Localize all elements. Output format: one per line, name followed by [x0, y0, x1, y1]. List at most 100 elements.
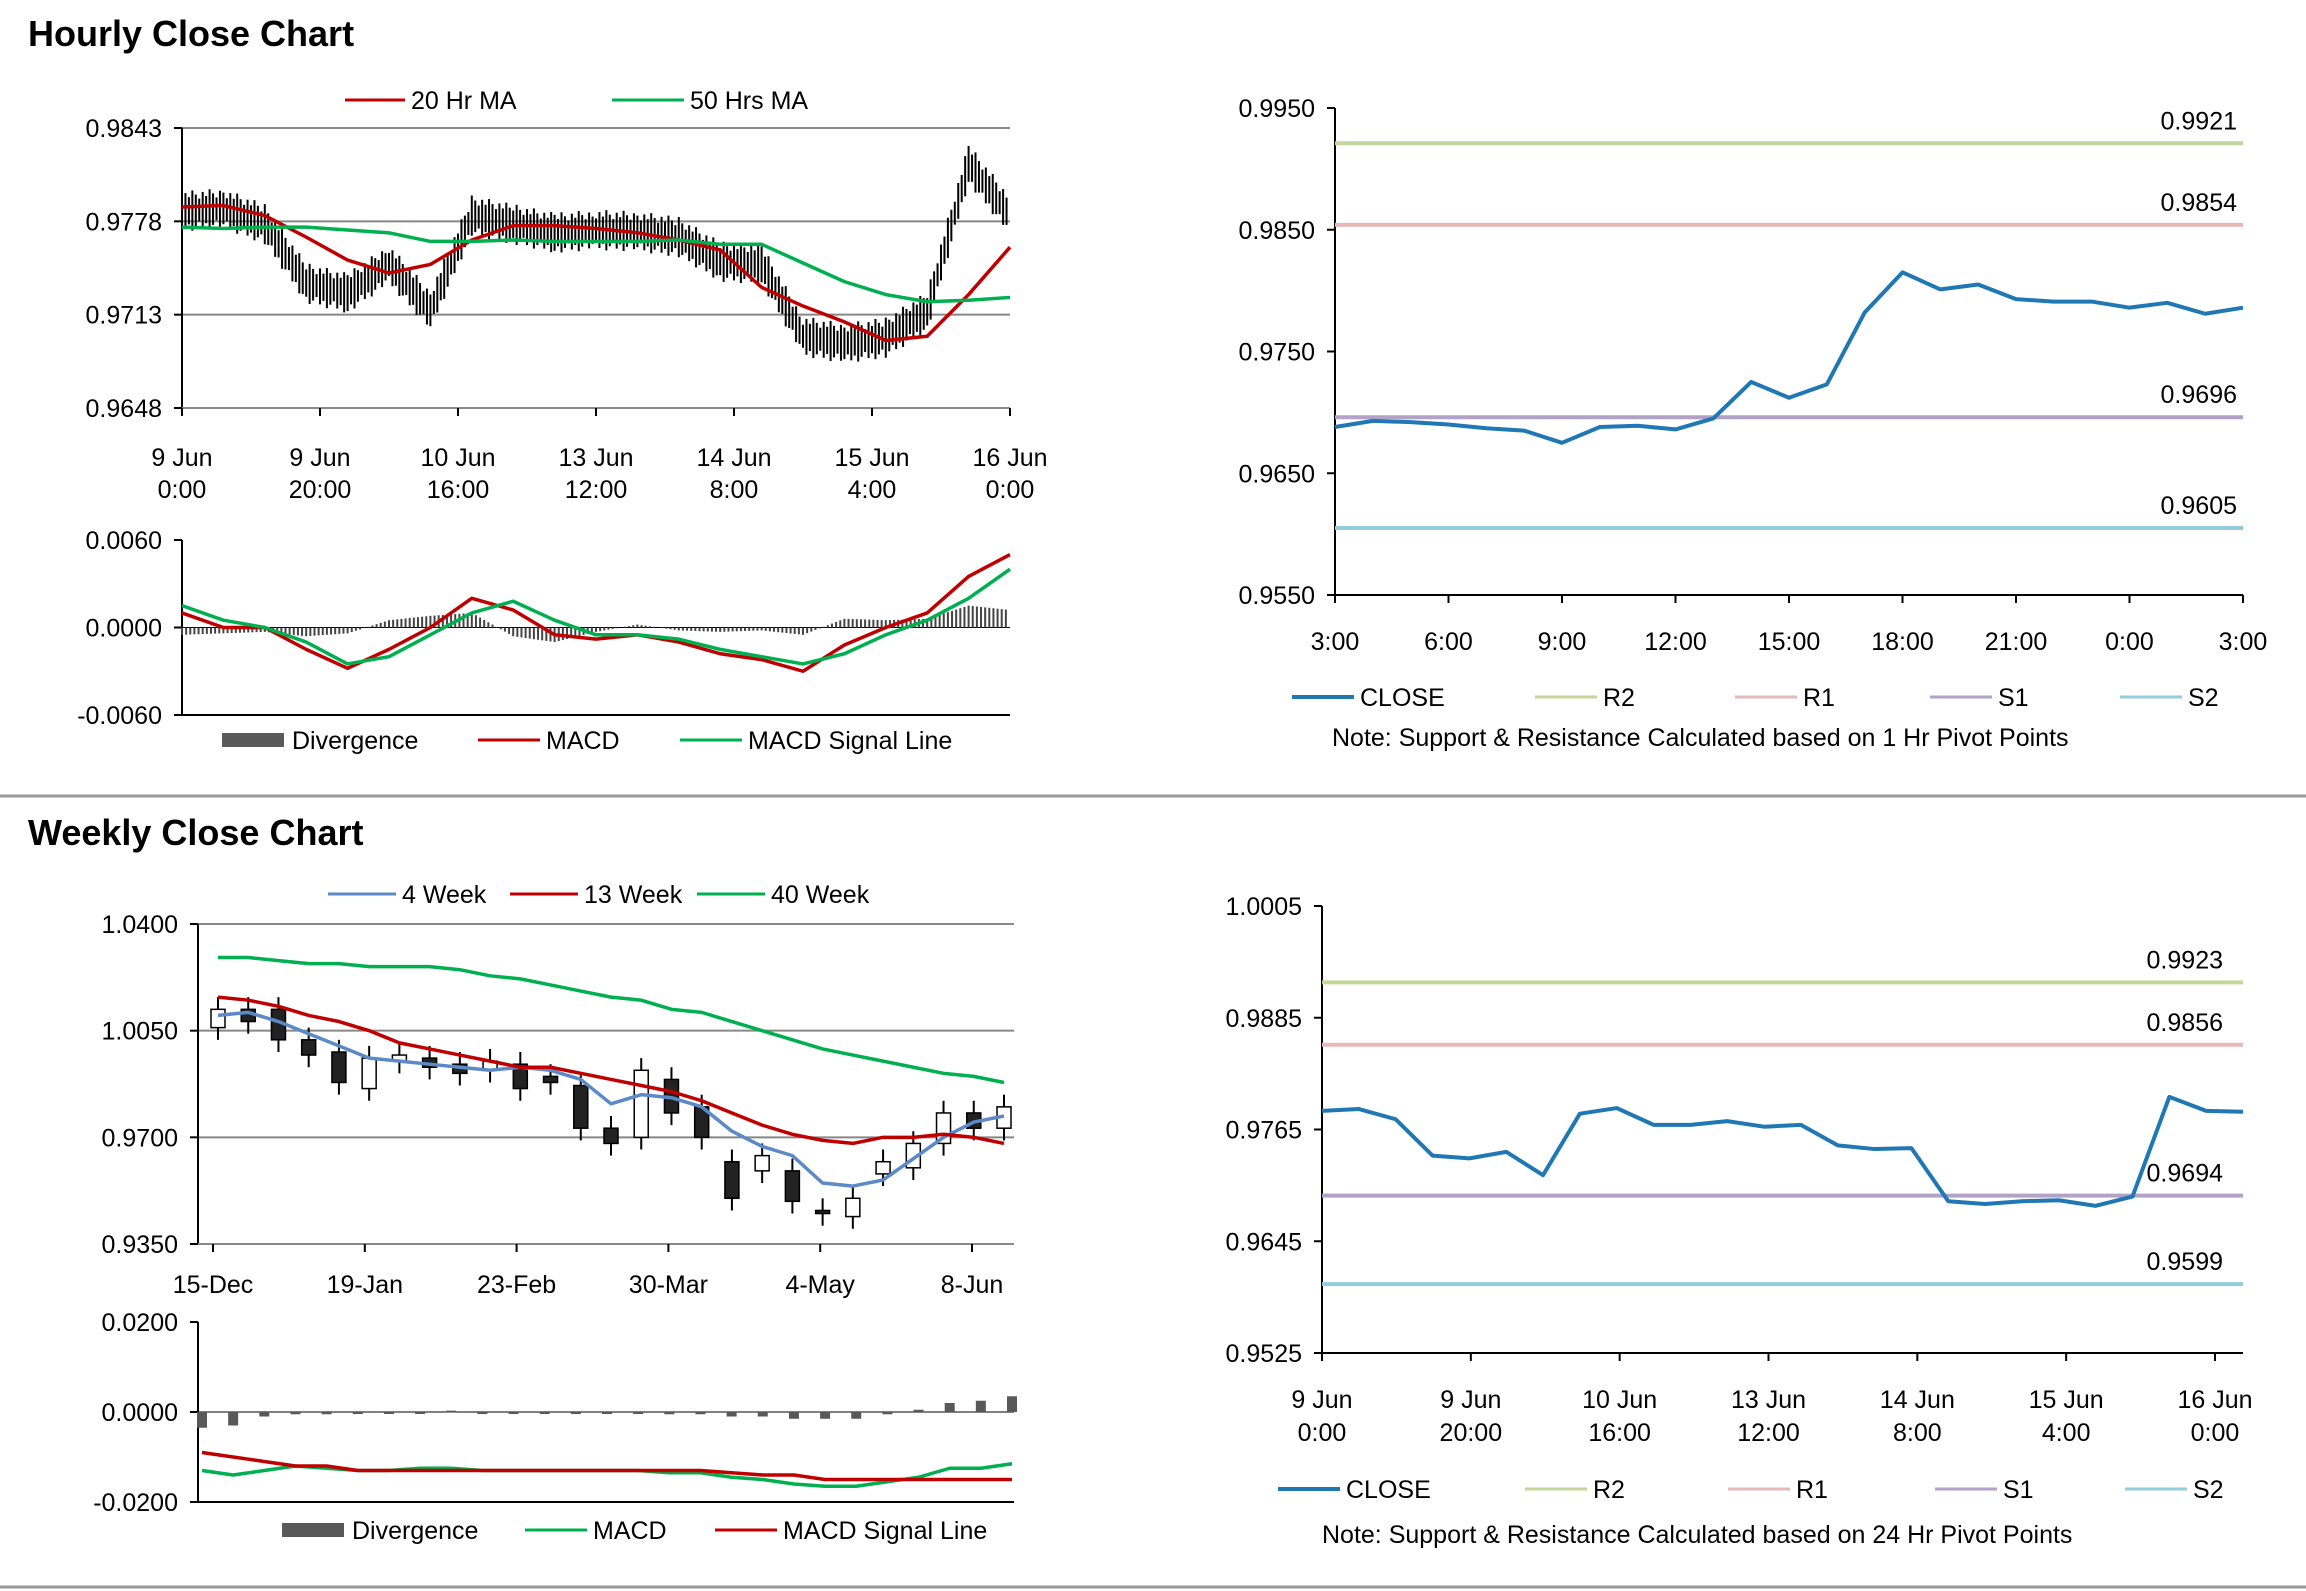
- divergence-bar: [633, 1412, 644, 1414]
- close-line: [1321, 1094, 2244, 1208]
- legend-label: S2: [2193, 1476, 2224, 1504]
- y-tick-label: 0.9648: [86, 395, 162, 423]
- y-tick-label: -0.0060: [77, 702, 162, 730]
- weekly-section-title: Weekly Close Chart: [28, 812, 363, 853]
- ma13-line: [217, 995, 1005, 1146]
- x-tick-label-date: 13 Jun: [1731, 1386, 1806, 1414]
- y-tick-label: 0.9765: [1226, 1117, 1302, 1145]
- y-tick-label: 0.9885: [1226, 1005, 1302, 1033]
- divergence-bar: [913, 1409, 924, 1412]
- y-tick-label: 0.9713: [86, 302, 162, 330]
- divergence-bar: [259, 1412, 270, 1417]
- candle-body: [784, 1170, 801, 1203]
- legend-label: 13 Week: [584, 881, 683, 909]
- candle-body: [754, 1154, 770, 1172]
- candle-body: [875, 1160, 891, 1175]
- x-tick-label-date: 9 Jun: [1440, 1386, 1501, 1414]
- x-tick-label: 4-May: [785, 1271, 855, 1299]
- x-tick-label-date: 10 Jun: [1582, 1386, 1657, 1414]
- ma20-line: [181, 203, 1012, 343]
- level-label-r1: 0.9854: [2161, 189, 2238, 217]
- x-tick-label-date: 15 Jun: [2029, 1386, 2104, 1414]
- legend-label: S1: [2003, 1476, 2034, 1504]
- divergence-bar: [788, 1412, 799, 1419]
- x-tick-label: 23-Feb: [477, 1271, 556, 1299]
- divergence-bar: [757, 1412, 768, 1417]
- y-tick-label: 0.9850: [1239, 217, 1315, 245]
- legend-label: Divergence: [352, 1517, 478, 1545]
- level-label-r2: 0.9921: [2161, 107, 2237, 135]
- y-tick-label: 1.0005: [1226, 893, 1302, 921]
- divergence-bar: [539, 1412, 550, 1414]
- x-tick-label: 3:00: [1311, 628, 1360, 656]
- divergence-bar: [695, 1412, 706, 1415]
- candle-body: [633, 1069, 649, 1139]
- divergence-bar: [197, 1412, 207, 1428]
- x-tick-label-time: 16:00: [427, 476, 490, 504]
- divergence-bar: [664, 1412, 675, 1415]
- divergence-bar: [944, 1403, 955, 1412]
- x-tick-label-date: 16 Jun: [2177, 1386, 2252, 1414]
- x-tick-label-time: 4:00: [848, 476, 897, 504]
- x-tick-label-time: 0:00: [2191, 1419, 2240, 1447]
- ma50-line: [181, 225, 1011, 304]
- y-tick-label: 0.0000: [86, 615, 162, 643]
- legend-label: MACD: [593, 1517, 667, 1545]
- macd-signal-line: [181, 567, 1012, 666]
- x-tick-label-time: 12:00: [1737, 1419, 1800, 1447]
- candle-body: [512, 1063, 529, 1090]
- x-tick-label: 15-Dec: [173, 1271, 254, 1299]
- x-tick-label-time: 20:00: [289, 476, 352, 504]
- divergence-bar: [851, 1412, 862, 1419]
- level-label-s2: 0.9605: [2161, 492, 2237, 520]
- y-tick-label: 0.9550: [1239, 582, 1315, 610]
- divergence-bar: [290, 1412, 301, 1415]
- divergence-bar: [570, 1412, 581, 1414]
- y-tick-label: 0.9778: [86, 208, 162, 236]
- macd-signal-line: [201, 1450, 1012, 1482]
- legend-label: Divergence: [292, 727, 418, 755]
- y-tick-label: 0.9843: [86, 115, 162, 143]
- y-tick-label: 0.0000: [102, 1399, 178, 1427]
- legend-label: MACD Signal Line: [783, 1517, 987, 1545]
- candle-body: [542, 1075, 559, 1084]
- legend-label: R1: [1803, 684, 1835, 712]
- x-tick-label: 12:00: [1644, 628, 1707, 656]
- divergence-bar: [726, 1412, 737, 1417]
- x-tick-label: 3:00: [2219, 628, 2268, 656]
- x-tick-label-time: 20:00: [1440, 1419, 1503, 1447]
- y-tick-label: 0.9525: [1226, 1340, 1302, 1368]
- legend-label: S1: [1998, 684, 2029, 712]
- candle-body: [724, 1160, 740, 1200]
- candle-body: [361, 1057, 377, 1090]
- x-tick-label-date: 14 Jun: [696, 444, 771, 472]
- divergence-bar: [882, 1412, 893, 1415]
- legend-label: CLOSE: [1360, 684, 1445, 712]
- y-tick-label: 0.9950: [1239, 95, 1315, 123]
- x-tick-label: 30-Mar: [629, 1271, 708, 1299]
- divergence-bar: [321, 1412, 332, 1415]
- x-tick-label-time: 4:00: [2042, 1419, 2091, 1447]
- y-tick-label: 0.9750: [1239, 339, 1315, 367]
- x-tick-label-date: 13 Jun: [558, 444, 633, 472]
- level-label-s1: 0.9694: [2147, 1160, 2224, 1188]
- divergence-bar: [352, 1412, 363, 1414]
- level-label-s2: 0.9599: [2147, 1248, 2223, 1276]
- y-tick-label: -0.0200: [93, 1489, 178, 1517]
- x-tick-label-time: 8:00: [1893, 1419, 1942, 1447]
- y-tick-label: 0.0060: [86, 527, 162, 555]
- x-tick-label: 8-Jun: [941, 1271, 1004, 1299]
- legend-label: S2: [2188, 684, 2219, 712]
- level-label-r2: 0.9923: [2147, 946, 2223, 974]
- divergence-bar: [602, 1412, 612, 1414]
- x-tick-label-date: 10 Jun: [420, 444, 495, 472]
- x-tick-label-time: 0:00: [1298, 1419, 1347, 1447]
- sr-note: Note: Support & Resistance Calculated ba…: [1322, 1521, 2072, 1549]
- x-tick-label-time: 16:00: [1588, 1419, 1651, 1447]
- level-label-r1: 0.9856: [2147, 1009, 2223, 1037]
- divergence-bar: [383, 1412, 394, 1414]
- macd-line: [181, 553, 1011, 673]
- legend-label: R2: [1593, 1476, 1625, 1504]
- x-tick-label: 18:00: [1871, 628, 1934, 656]
